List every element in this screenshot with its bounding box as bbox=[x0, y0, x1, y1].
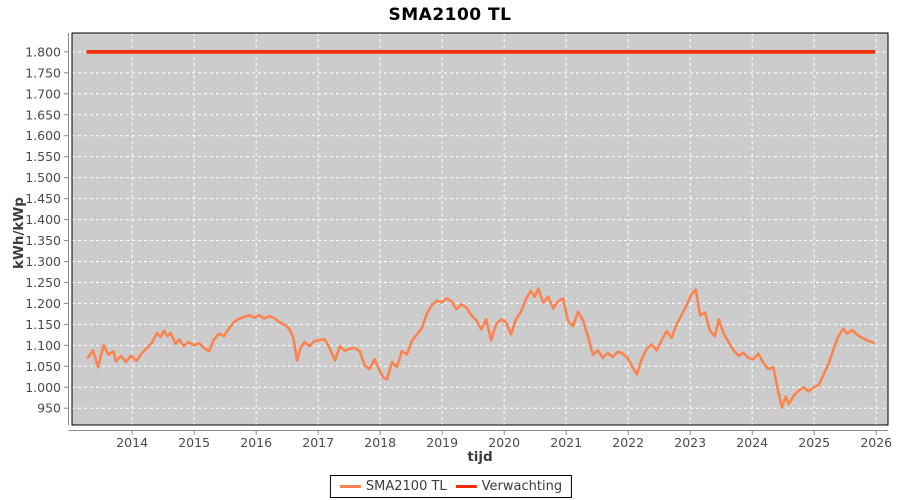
x-tick-label: 2021 bbox=[550, 435, 582, 450]
y-tick-label: 1.550 bbox=[25, 149, 61, 164]
x-tick-label: 2015 bbox=[178, 435, 210, 450]
plot-border bbox=[71, 32, 889, 426]
y-tick-label: 1.250 bbox=[25, 275, 61, 290]
legend: SMA2100 TL Verwachting bbox=[329, 475, 573, 498]
x-tick-label: 2018 bbox=[364, 435, 396, 450]
y-tick-label: 1.400 bbox=[25, 212, 61, 227]
x-tick-label: 2016 bbox=[240, 435, 272, 450]
legend-item-sma2100: SMA2100 TL bbox=[339, 479, 447, 494]
y-tick-label: 1.000 bbox=[25, 380, 61, 395]
y-tick-label: 1.650 bbox=[25, 107, 61, 122]
x-tick-label: 2023 bbox=[674, 435, 706, 450]
y-tick-label: 1.350 bbox=[25, 233, 61, 248]
y-tick-label: 1.700 bbox=[25, 86, 61, 101]
x-tick-label: 2026 bbox=[860, 435, 892, 450]
x-axis-title: tijd bbox=[467, 449, 493, 465]
y-tick-label: 1.500 bbox=[25, 170, 61, 185]
y-tick-label: 1.600 bbox=[25, 128, 61, 143]
x-tick-label: 2022 bbox=[612, 435, 644, 450]
y-tick-label: 950 bbox=[37, 401, 61, 416]
legend-label-verwachting: Verwachting bbox=[481, 479, 563, 494]
x-tick-label: 2017 bbox=[302, 435, 334, 450]
x-tick-label: 2019 bbox=[426, 435, 458, 450]
chart-title: SMA2100 TL bbox=[388, 5, 512, 25]
y-tick-label: 1.050 bbox=[25, 359, 61, 374]
legend-swatch-sma2100-line-icon bbox=[339, 485, 361, 488]
series-line-sma2100-tl bbox=[86, 287, 876, 409]
y-tick-label: 1.100 bbox=[25, 338, 61, 353]
y-tick-label: 1.300 bbox=[25, 254, 61, 269]
legend-item-verwachting: Verwachting bbox=[455, 479, 563, 494]
x-tick-label: 2024 bbox=[736, 435, 768, 450]
legend-swatch-verwachting-line-icon bbox=[455, 485, 477, 488]
y-tick-label: 1.750 bbox=[25, 65, 61, 80]
y-tick-label: 1.200 bbox=[25, 296, 61, 311]
legend-label-sma2100: SMA2100 TL bbox=[365, 479, 447, 494]
x-tick-label: 2020 bbox=[488, 435, 520, 450]
y-tick-label: 1.800 bbox=[25, 44, 61, 59]
y-tick-label: 1.150 bbox=[25, 317, 61, 332]
y-tick-label: 1.450 bbox=[25, 191, 61, 206]
x-tick-label: 2025 bbox=[798, 435, 830, 450]
x-tick-label: 2014 bbox=[116, 435, 148, 450]
